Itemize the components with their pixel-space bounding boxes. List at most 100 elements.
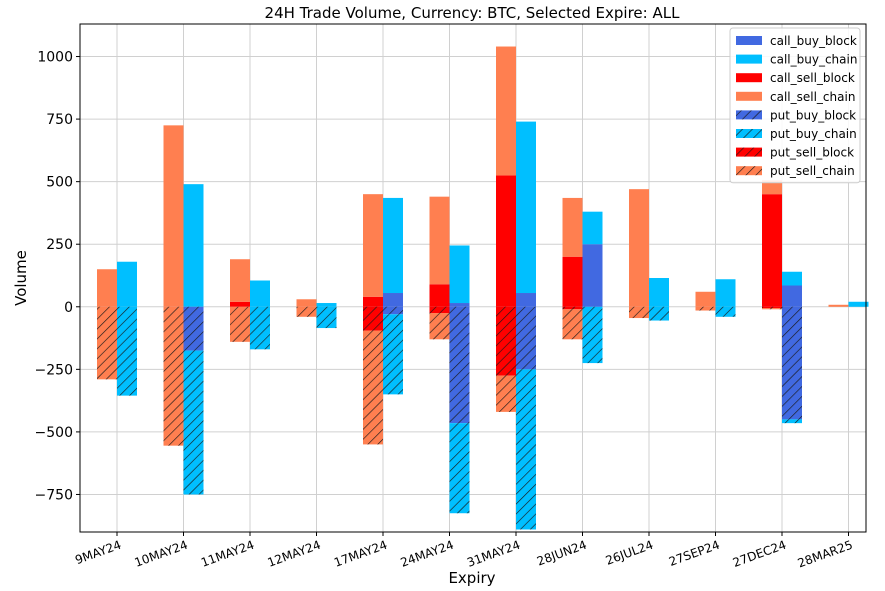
bar-call-sell-chain	[562, 197, 583, 257]
bar-call-buy-block	[582, 244, 603, 307]
bar-hatch	[449, 306, 470, 424]
bar-call-buy-block	[383, 293, 403, 307]
bar-hatch	[183, 350, 204, 495]
bar-call-sell-chain	[97, 269, 117, 307]
bar-call-sell-chain	[429, 196, 450, 285]
legend-swatch	[736, 73, 762, 83]
bar-call-buy-block	[782, 285, 802, 307]
bar-hatch	[695, 306, 716, 311]
bar-call-sell-chain	[695, 291, 716, 307]
x-tick-label: 27SEP24	[667, 538, 722, 569]
bar-call-buy-chain	[715, 279, 736, 307]
bar-hatch	[782, 419, 802, 424]
bar-call-sell-chain	[629, 189, 649, 307]
bar-hatch	[296, 306, 317, 317]
y-tick-label: 750	[46, 112, 73, 128]
bar-call-buy-chain	[449, 245, 470, 304]
bar-call-sell-block	[496, 175, 516, 307]
legend: call_buy_block call_buy_chain call_sell_bl…	[729, 27, 861, 184]
bar-call-buy-chain	[250, 280, 270, 307]
x-axis-label: Expiry	[448, 569, 495, 587]
bar-hatch	[715, 306, 736, 317]
bar-call-buy-chain	[782, 271, 802, 286]
x-tick-label: 11MAY24	[199, 538, 256, 570]
bar-hatch	[582, 306, 603, 364]
bar-hatch	[762, 308, 782, 310]
bar-hatch	[383, 306, 403, 315]
y-tick-label: −250	[35, 362, 73, 378]
legend-swatch-hatch	[736, 166, 762, 176]
bar-call-buy-chain	[117, 261, 137, 307]
bar-hatch	[97, 306, 117, 380]
bar-hatch	[316, 306, 337, 329]
bar-call-sell-chain	[762, 180, 782, 195]
y-tick-label: 500	[46, 175, 73, 191]
chart-title: 24H Trade Volume, Currency: BTC, Selecte…	[265, 4, 681, 22]
bar-call-sell-block	[762, 194, 782, 307]
bar-hatch	[429, 313, 450, 340]
bar-hatch	[363, 330, 383, 445]
y-axis-label: Volume	[12, 250, 30, 306]
legend-box	[729, 27, 861, 184]
bar-hatch	[629, 306, 649, 319]
x-tick-label: 28MAR25	[796, 538, 855, 571]
bar-hatch	[230, 306, 250, 342]
x-tick-label: 27DEC24	[731, 538, 788, 570]
y-tick-label: 250	[46, 237, 73, 253]
bar-hatch	[562, 309, 583, 340]
bar-call-sell-chain	[230, 259, 250, 302]
bar-hatch	[429, 306, 450, 314]
bar-hatch	[562, 306, 583, 310]
legend-swatch	[736, 36, 762, 45]
bar-call-buy-chain	[848, 301, 869, 307]
bar-call-buy-block	[516, 293, 536, 307]
bar-call-buy-chain	[316, 303, 337, 307]
y-tick-label: 1000	[37, 50, 73, 66]
legend-label: call_sell_chain	[770, 90, 855, 104]
bar-call-buy-chain	[516, 121, 536, 294]
bar-hatch	[516, 369, 536, 530]
x-tick-label: 26JUL24	[604, 538, 655, 568]
legend-label: put_sell_block	[770, 146, 854, 160]
legend-swatch	[736, 54, 762, 64]
legend-swatch-hatch	[736, 110, 762, 120]
bar-call-sell-chain	[363, 194, 383, 297]
bar-hatch	[496, 375, 516, 412]
bar-call-buy-chain	[183, 184, 204, 307]
x-tick-label: 9MAY24	[73, 538, 123, 568]
legend-label: call_buy_chain	[770, 53, 857, 67]
y-tick-label: −500	[35, 425, 73, 441]
bar-hatch	[250, 306, 270, 350]
bar-hatch	[383, 314, 403, 395]
bar-call-sell-chain	[496, 46, 516, 176]
plot-frame	[79, 23, 867, 533]
legend-label: call_sell_block	[770, 71, 855, 85]
bar-call-buy-block	[449, 303, 470, 307]
legend-swatch-hatch	[736, 129, 762, 138]
legend-swatch	[736, 91, 762, 101]
bar-call-buy-chain	[582, 211, 603, 245]
bar-hatch	[183, 306, 204, 351]
bars	[97, 46, 869, 530]
bar-hatch	[516, 306, 536, 370]
bar-call-sell-chain	[163, 125, 184, 307]
bar-hatch	[163, 306, 184, 446]
bar-call-sell-block	[562, 256, 583, 307]
bar-hatch	[449, 423, 470, 514]
bar-call-sell-chain	[828, 304, 849, 307]
bar-hatch	[117, 306, 137, 396]
legend-label: put_buy_chain	[770, 127, 857, 141]
legend-label: put_sell_chain	[770, 164, 855, 178]
x-tick-label: 17MAY24	[332, 538, 389, 570]
bar-hatch	[496, 306, 516, 376]
legend-swatch-hatch	[736, 147, 762, 157]
x-tick-label: 12MAY24	[266, 538, 323, 570]
bar-call-buy-chain	[649, 278, 669, 307]
legend-label: call_buy_block	[770, 34, 857, 48]
bar-hatch	[363, 306, 383, 331]
bar-call-sell-block	[429, 284, 450, 307]
x-tick-label: 28JUN24	[535, 538, 589, 569]
bar-hatch	[782, 306, 802, 420]
bar-call-buy-chain	[383, 197, 403, 294]
